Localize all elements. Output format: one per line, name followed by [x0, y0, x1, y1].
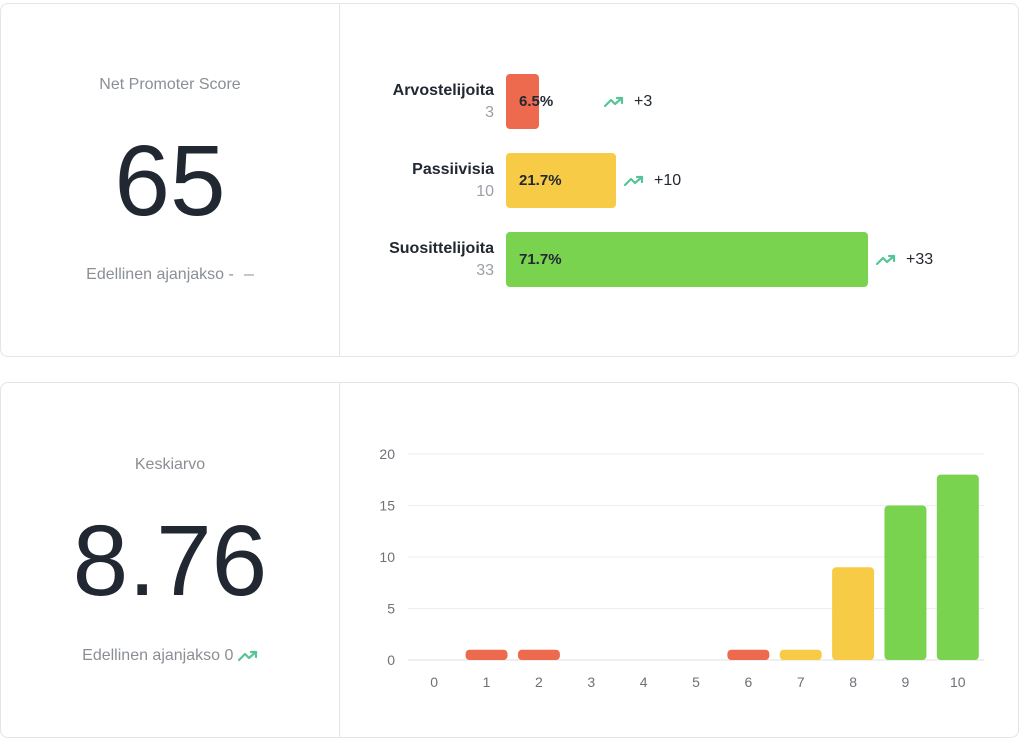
- x-tick-label: 10: [950, 674, 966, 690]
- segment-change-value: +33: [906, 251, 934, 268]
- histogram-bar: [517, 649, 560, 660]
- segment-count: 33: [476, 262, 494, 279]
- average-value: 8.76: [72, 505, 268, 617]
- histogram-bar: [779, 649, 822, 660]
- segment-bar: 6.5%: [506, 74, 553, 129]
- trend-up-icon: [624, 175, 644, 187]
- x-tick-label: 0: [430, 674, 438, 690]
- average-summary: Keskiarvo 8.76 Edellinen ajanjakso 0: [1, 383, 339, 737]
- nps-previous-label: Edellinen ajanjakso -: [86, 266, 234, 283]
- x-tick-label: 6: [744, 674, 752, 690]
- y-tick-label: 15: [379, 498, 395, 514]
- trend-up-icon: [237, 650, 257, 661]
- y-tick-label: 5: [387, 601, 395, 617]
- histogram-bar: [884, 505, 927, 660]
- histogram-bar: [465, 649, 508, 660]
- y-tick-label: 20: [379, 446, 395, 462]
- segment-change-value: +10: [654, 172, 682, 189]
- trend-up-icon: [604, 96, 624, 108]
- x-tick-label: 7: [797, 674, 805, 690]
- segment-count: 10: [476, 183, 494, 200]
- segment-bar: 71.7%: [506, 232, 868, 287]
- segment-change: +33: [876, 251, 933, 269]
- nps-summary: Net Promoter Score 65 Edellinen ajanjaks…: [1, 4, 339, 356]
- segment-change: +10: [624, 172, 681, 190]
- segment-name: Passiivisia: [412, 161, 494, 178]
- nps-value: 65: [114, 125, 226, 237]
- average-previous-label: Edellinen ajanjakso 0: [82, 647, 234, 664]
- score-distribution-chart: 0 5 10 15 20 0 1 2 3 4 5 6 7 8 9 10: [379, 446, 984, 690]
- x-tick-label: 2: [535, 674, 543, 690]
- segment-change: +3: [604, 93, 652, 111]
- x-tick-label: 8: [849, 674, 857, 690]
- segment-change-value: +3: [634, 93, 653, 110]
- nps-segment-row: Arvostelijoita 3 6.5% +3: [341, 74, 1001, 130]
- card-divider: [339, 383, 340, 737]
- x-tick-label: 9: [902, 674, 910, 690]
- segment-percent: 6.5%: [519, 93, 554, 110]
- card-divider: [339, 4, 340, 356]
- y-tick-label: 0: [387, 652, 395, 668]
- x-tick-label: 3: [587, 674, 595, 690]
- segment-percent: 71.7%: [519, 251, 562, 268]
- x-tick-label: 1: [483, 674, 491, 690]
- nps-segment-row: Passiivisia 10 21.7% +10: [341, 153, 1001, 209]
- average-previous-period: Edellinen ajanjakso 0: [1, 647, 339, 665]
- histogram-bar: [832, 567, 875, 660]
- nps-segment-row: Suosittelijoita 33 71.7% +33: [341, 232, 1001, 288]
- x-tick-label: 5: [692, 674, 700, 690]
- dash-icon: [243, 273, 254, 276]
- average-card: Keskiarvo 8.76 Edellinen ajanjakso 0 0 5 1…: [0, 382, 1019, 738]
- nps-previous-period: Edellinen ajanjakso -: [1, 266, 339, 284]
- nps-card: Net Promoter Score 65 Edellinen ajanjaks…: [0, 3, 1019, 357]
- average-label: Keskiarvo: [134, 456, 206, 473]
- x-tick-label: 4: [640, 674, 648, 690]
- segment-percent: 21.7%: [519, 172, 562, 189]
- segment-name: Arvostelijoita: [392, 82, 494, 99]
- segment-bar: 21.7%: [506, 153, 616, 208]
- histogram-bar: [727, 649, 770, 660]
- segment-count: 3: [485, 104, 494, 121]
- segment-name: Suosittelijoita: [389, 240, 494, 257]
- histogram-bar: [936, 474, 979, 660]
- y-tick-label: 10: [379, 549, 395, 565]
- trend-up-icon: [876, 254, 896, 266]
- nps-label: Net Promoter Score: [99, 76, 241, 93]
